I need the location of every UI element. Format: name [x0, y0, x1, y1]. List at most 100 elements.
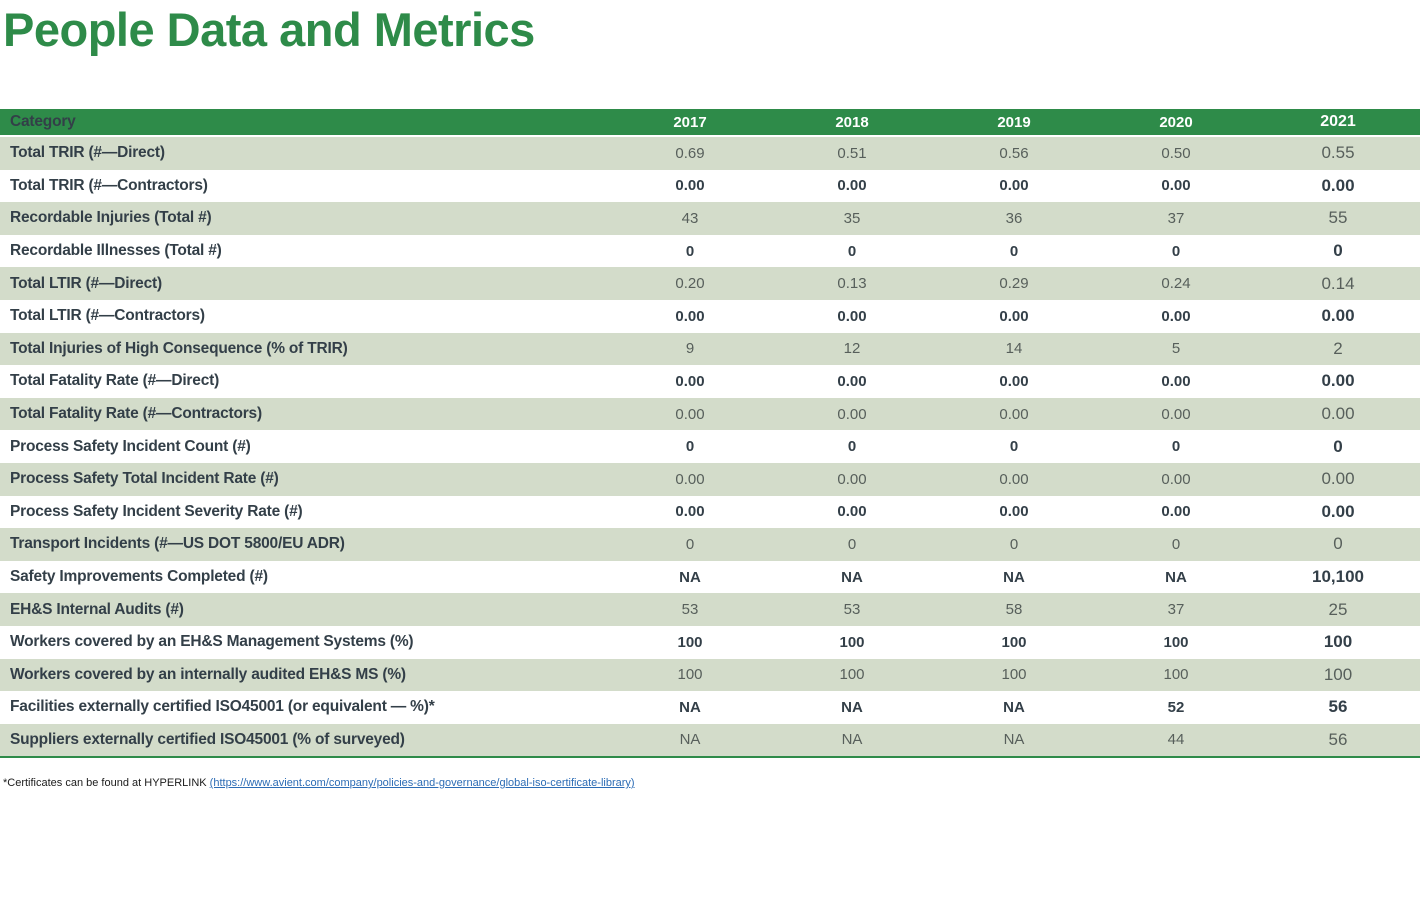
row-label: Process Safety Incident Severity Rate (#…: [10, 502, 303, 520]
cell-value: 37: [1167, 601, 1185, 619]
cell-value: 0.00: [1321, 404, 1355, 424]
cell-value: 0.00: [1161, 405, 1191, 423]
table-row: Total Fatality Rate (#—Direct) 0.00 0.00 0.…: [0, 365, 1420, 398]
table-row: Recordable Injuries (Total #) 43 35 36 37 55: [0, 202, 1420, 235]
footnote-text: *Certificates can be found at HYPERLINK: [3, 777, 210, 789]
cell-value: NA: [679, 698, 701, 716]
cell-value: 0.00: [675, 307, 705, 325]
cell-value: 14: [1005, 340, 1023, 358]
cell-value: 0.00: [1161, 372, 1191, 390]
cell-value: 100: [1163, 666, 1189, 684]
row-label: Total LTIR (#—Contractors): [10, 307, 205, 325]
category-column-header: Category: [10, 113, 76, 130]
cell-value: 0.29: [999, 275, 1029, 293]
table-row: Total Fatality Rate (#—Contractors) 0.00 0…: [0, 397, 1420, 431]
cell-value: 0.00: [837, 470, 867, 488]
table-body: Total TRIR (#—Direct) 0.69 0.51 0.56 0.50 0.5…: [0, 137, 1420, 757]
page-title: People Data and Metrics: [3, 3, 535, 56]
cell-value: 56: [1328, 697, 1348, 717]
cell-value: NA: [679, 731, 701, 749]
table-row: Workers covered by an EH&S Management Sy…: [0, 625, 1420, 659]
cell-value: 0: [685, 535, 695, 553]
year-column-header: 2017: [673, 113, 707, 131]
table-row: Process Safety Incident Count (#) 0 0 0 0 0: [0, 430, 1420, 463]
cell-value: 58: [1005, 601, 1023, 619]
row-label: Recordable Illnesses (Total #): [10, 242, 222, 260]
cell-value: 0.00: [675, 405, 705, 423]
cell-value: 0: [685, 242, 695, 260]
cell-value: 0.55: [1321, 143, 1355, 163]
year-column-header: 2021: [1320, 113, 1356, 130]
cell-value: 55: [1328, 208, 1348, 228]
cell-value: 0: [847, 242, 857, 260]
cell-value: 0: [847, 438, 857, 456]
cell-value: 100: [677, 633, 703, 651]
cell-value: 0.00: [675, 177, 705, 195]
row-label: Recordable Injuries (Total #): [10, 209, 212, 227]
cell-value: 0.50: [1161, 144, 1191, 162]
cell-value: NA: [841, 731, 863, 749]
cell-value: 0: [1009, 242, 1019, 260]
certificate-library-link[interactable]: (https://www.avient.com/company/policies…: [209, 777, 635, 789]
cell-value: 9: [685, 340, 695, 358]
row-label: Total Injuries of High Consequence (% of…: [10, 339, 348, 357]
cell-value: 0: [1171, 438, 1181, 456]
cell-value: 36: [1005, 209, 1023, 227]
cell-value: 0: [685, 438, 695, 456]
table-row: Total Injuries of High Consequence (% of…: [0, 332, 1420, 366]
row-label: Total Fatality Rate (#—Contractors): [10, 405, 262, 423]
table-row: Process Safety Incident Severity Rate (#…: [0, 495, 1420, 529]
row-label: Workers covered by an internally audited…: [10, 665, 406, 683]
row-label: EH&S Internal Audits (#): [10, 600, 184, 618]
cell-value: 0.00: [837, 372, 867, 390]
cell-value: 100: [839, 633, 865, 651]
people-metrics-table: Category 2017 2018 2019 2020 2021 Total TRIR…: [0, 109, 1420, 759]
cell-value: NA: [841, 698, 863, 716]
row-label: Transport Incidents (#—US DOT 5800/EU AD…: [10, 535, 345, 553]
cell-value: 100: [1163, 633, 1189, 651]
row-label: Facilities externally certified ISO45001…: [10, 698, 435, 716]
table-row: Process Safety Total Incident Rate (#) 0.…: [0, 462, 1420, 496]
row-label: Process Safety Incident Count (#): [10, 437, 251, 455]
table-row: Facilities externally certified ISO45001…: [0, 691, 1420, 724]
year-column-header: 2019: [997, 113, 1031, 131]
row-label: Process Safety Total Incident Rate (#): [10, 470, 279, 488]
cell-value: NA: [679, 568, 701, 586]
table-bottom-border: [0, 756, 1420, 759]
table-row: Suppliers externally certified ISO45001 …: [0, 723, 1420, 757]
table-row: Safety Improvements Completed (#) NA NA NA N…: [0, 560, 1420, 594]
cell-value: 0.00: [1321, 306, 1355, 326]
cell-value: 0.51: [837, 144, 867, 162]
cell-value: 100: [839, 666, 865, 684]
cell-value: 0.56: [999, 144, 1029, 162]
cell-value: 0.13: [837, 275, 867, 293]
cell-value: 35: [843, 209, 861, 227]
cell-value: 0.00: [1161, 307, 1191, 325]
row-label: Total Fatality Rate (#—Direct): [10, 372, 220, 390]
table-row: Workers covered by an internally audited…: [0, 658, 1420, 692]
row-label: Suppliers externally certified ISO45001 …: [10, 730, 405, 748]
row-label: Workers covered by an EH&S Management Sy…: [10, 633, 414, 651]
cell-value: NA: [841, 568, 863, 586]
cell-value: 0.00: [837, 307, 867, 325]
row-label: Safety Improvements Completed (#): [10, 568, 268, 586]
table-row: Recordable Illnesses (Total #) 0 0 0 0 0: [0, 234, 1420, 268]
cell-value: 10,100: [1312, 567, 1364, 587]
cell-value: 25: [1328, 599, 1348, 619]
cell-value: 0: [847, 535, 857, 553]
cell-value: 0.69: [675, 144, 705, 162]
table-row: EH&S Internal Audits (#) 53 53 58 37 25: [0, 593, 1420, 626]
cell-value: 0.00: [1321, 469, 1355, 489]
cell-value: 37: [1167, 209, 1185, 227]
cell-value: 100: [1001, 633, 1027, 651]
cell-value: 12: [843, 340, 861, 358]
cell-value: NA: [1003, 731, 1025, 749]
cell-value: 0.00: [675, 470, 705, 488]
cell-value: 0: [1333, 436, 1343, 456]
table-header-row: Category 2017 2018 2019 2020 2021: [0, 109, 1420, 137]
cell-value: 0.00: [999, 503, 1029, 521]
cell-value: 0.00: [837, 177, 867, 195]
cell-value: 0.00: [1321, 371, 1355, 391]
cell-value: 0.20: [675, 275, 705, 293]
